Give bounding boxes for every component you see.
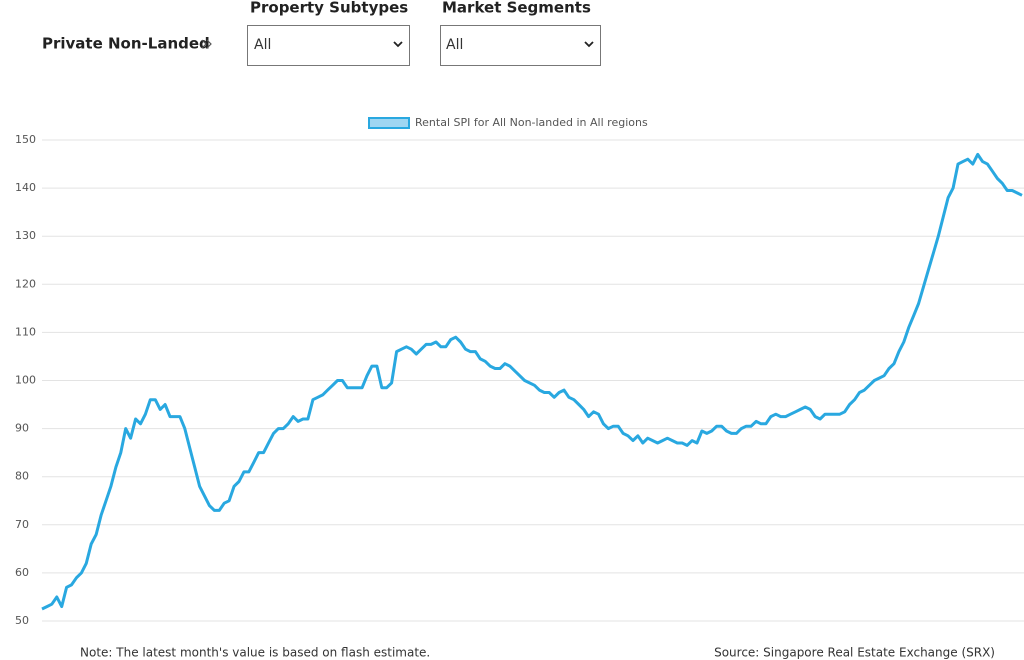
select-value[interactable]: All (446, 37, 463, 53)
breadcrumb: Private Non-Landed (42, 35, 210, 53)
select-chevron[interactable] (393, 41, 403, 48)
y-tick-label: 130 (15, 229, 36, 242)
select[interactable]: All (440, 25, 601, 66)
y-tick-label: 90 (15, 422, 29, 435)
y-tick-label: 70 (15, 518, 29, 531)
select[interactable]: All (247, 25, 410, 66)
y-tick-label: 100 (15, 374, 36, 387)
y-tick-label: 110 (15, 325, 36, 338)
footnote: Note: The latest month's value is based … (80, 646, 430, 660)
y-tick-label: 120 (15, 277, 36, 290)
legend-label: Rental SPI for All Non-landed in All reg… (415, 116, 648, 129)
source: Source: Singapore Real Estate Exchange (… (714, 646, 995, 660)
filter-label: Property Subtypes (250, 0, 408, 17)
select-chevron[interactable] (584, 41, 594, 48)
y-tick-label: 140 (15, 181, 36, 194)
breadcrumb-arrow (201, 39, 212, 49)
y-tick-label: 50 (15, 614, 29, 627)
line (41, 152, 1023, 611)
y-tick-label: 150 (15, 133, 36, 146)
legend-swatch (368, 117, 410, 129)
y-tick-label: 60 (15, 566, 29, 579)
select-value[interactable]: All (254, 37, 271, 53)
filter-label: Market Segments (442, 0, 591, 17)
y-tick-label: 80 (15, 470, 29, 483)
